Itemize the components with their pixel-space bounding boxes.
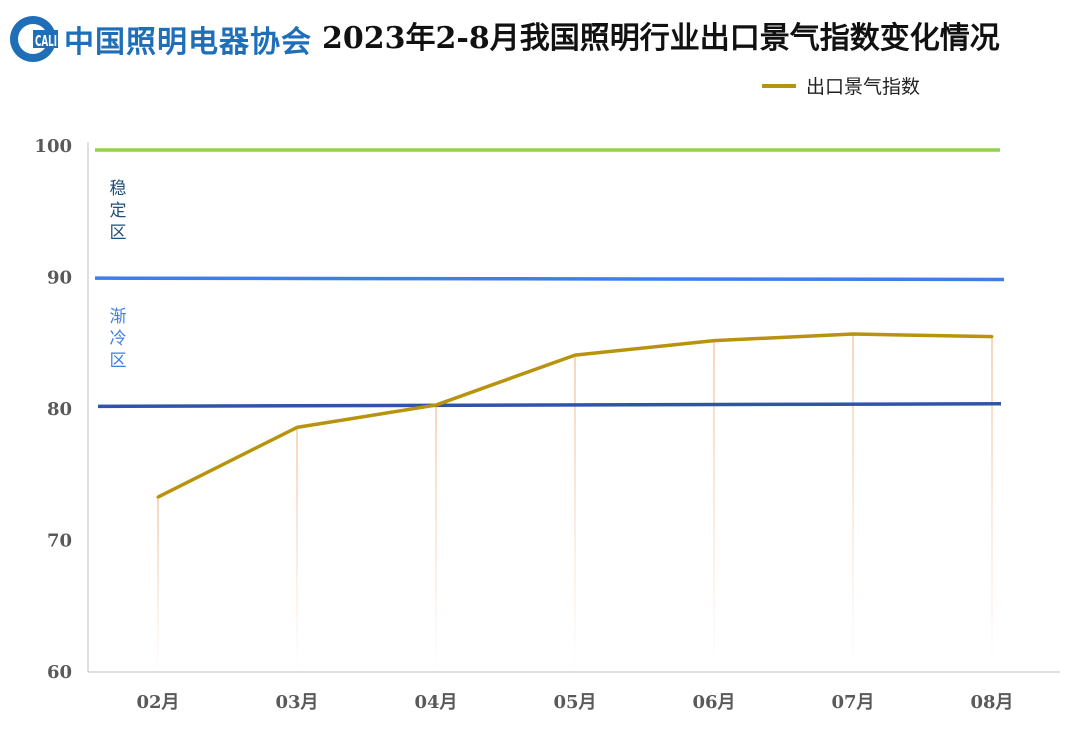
data-point (712, 339, 716, 343)
drop-line (991, 336, 993, 670)
axes: 60 70 80 90 100 02月 03月 04月 05月 06月 07月 08月 (34, 136, 1060, 713)
drop-line (852, 334, 854, 670)
logo-text: 中国照明电器协会 (64, 25, 312, 60)
zone-label-char: 区 (110, 351, 127, 371)
reference-line (97, 401, 1002, 409)
x-tick-label: 02月 (136, 692, 179, 713)
drop-line (713, 340, 715, 670)
drop-line (296, 427, 298, 670)
drop-line (574, 355, 576, 670)
zone-label: 稳定区 (110, 179, 127, 243)
drop-lines (157, 334, 993, 670)
data-point (573, 353, 577, 357)
zone-label-char: 冷 (110, 329, 127, 349)
y-tick-label: 100 (34, 136, 72, 157)
y-tick-label: 90 (47, 268, 72, 289)
x-tick-label: 08月 (970, 692, 1013, 713)
x-tick-label: 06月 (692, 692, 735, 713)
zone-label-char: 渐 (110, 307, 127, 327)
x-tick-label: 04月 (414, 692, 457, 713)
cali-logo-icon: CALI (10, 16, 58, 62)
data-point (434, 403, 438, 407)
series-layer (156, 332, 994, 499)
y-tick-label: 70 (47, 531, 72, 552)
zone-label: 渐冷区 (110, 307, 127, 371)
y-tick-label: 60 (47, 662, 72, 683)
x-tick-label: 07月 (831, 692, 874, 713)
legend-label: 出口景气指数 (806, 76, 921, 98)
chart-title: 2023年2-8月我国照明行业出口景气指数变化情况 (322, 21, 1000, 56)
drop-line (435, 405, 437, 670)
x-tick-label: 05月 (553, 692, 596, 713)
data-point (156, 495, 160, 499)
data-point (851, 332, 855, 336)
reference-lines (94, 148, 1005, 409)
x-tick-label: 03月 (275, 692, 318, 713)
logo-abbr: CALI (35, 32, 57, 50)
data-point (295, 425, 299, 429)
legend: 出口景气指数 (762, 72, 920, 99)
reference-line (94, 276, 1005, 282)
data-point (990, 335, 994, 339)
y-tick-label: 80 (47, 399, 72, 420)
zone-label-char: 定 (110, 201, 127, 221)
zone-label-char: 区 (110, 223, 127, 243)
drop-line (157, 497, 159, 670)
association-logo: CALI 中国照明电器协会 (8, 14, 312, 64)
legend-swatch (762, 83, 796, 88)
chart-header: CALI 中国照明电器协会 2023年2-8月我国照明行业出口景气指数变化情况 (0, 0, 1080, 80)
zone-label-char: 稳 (110, 179, 127, 199)
